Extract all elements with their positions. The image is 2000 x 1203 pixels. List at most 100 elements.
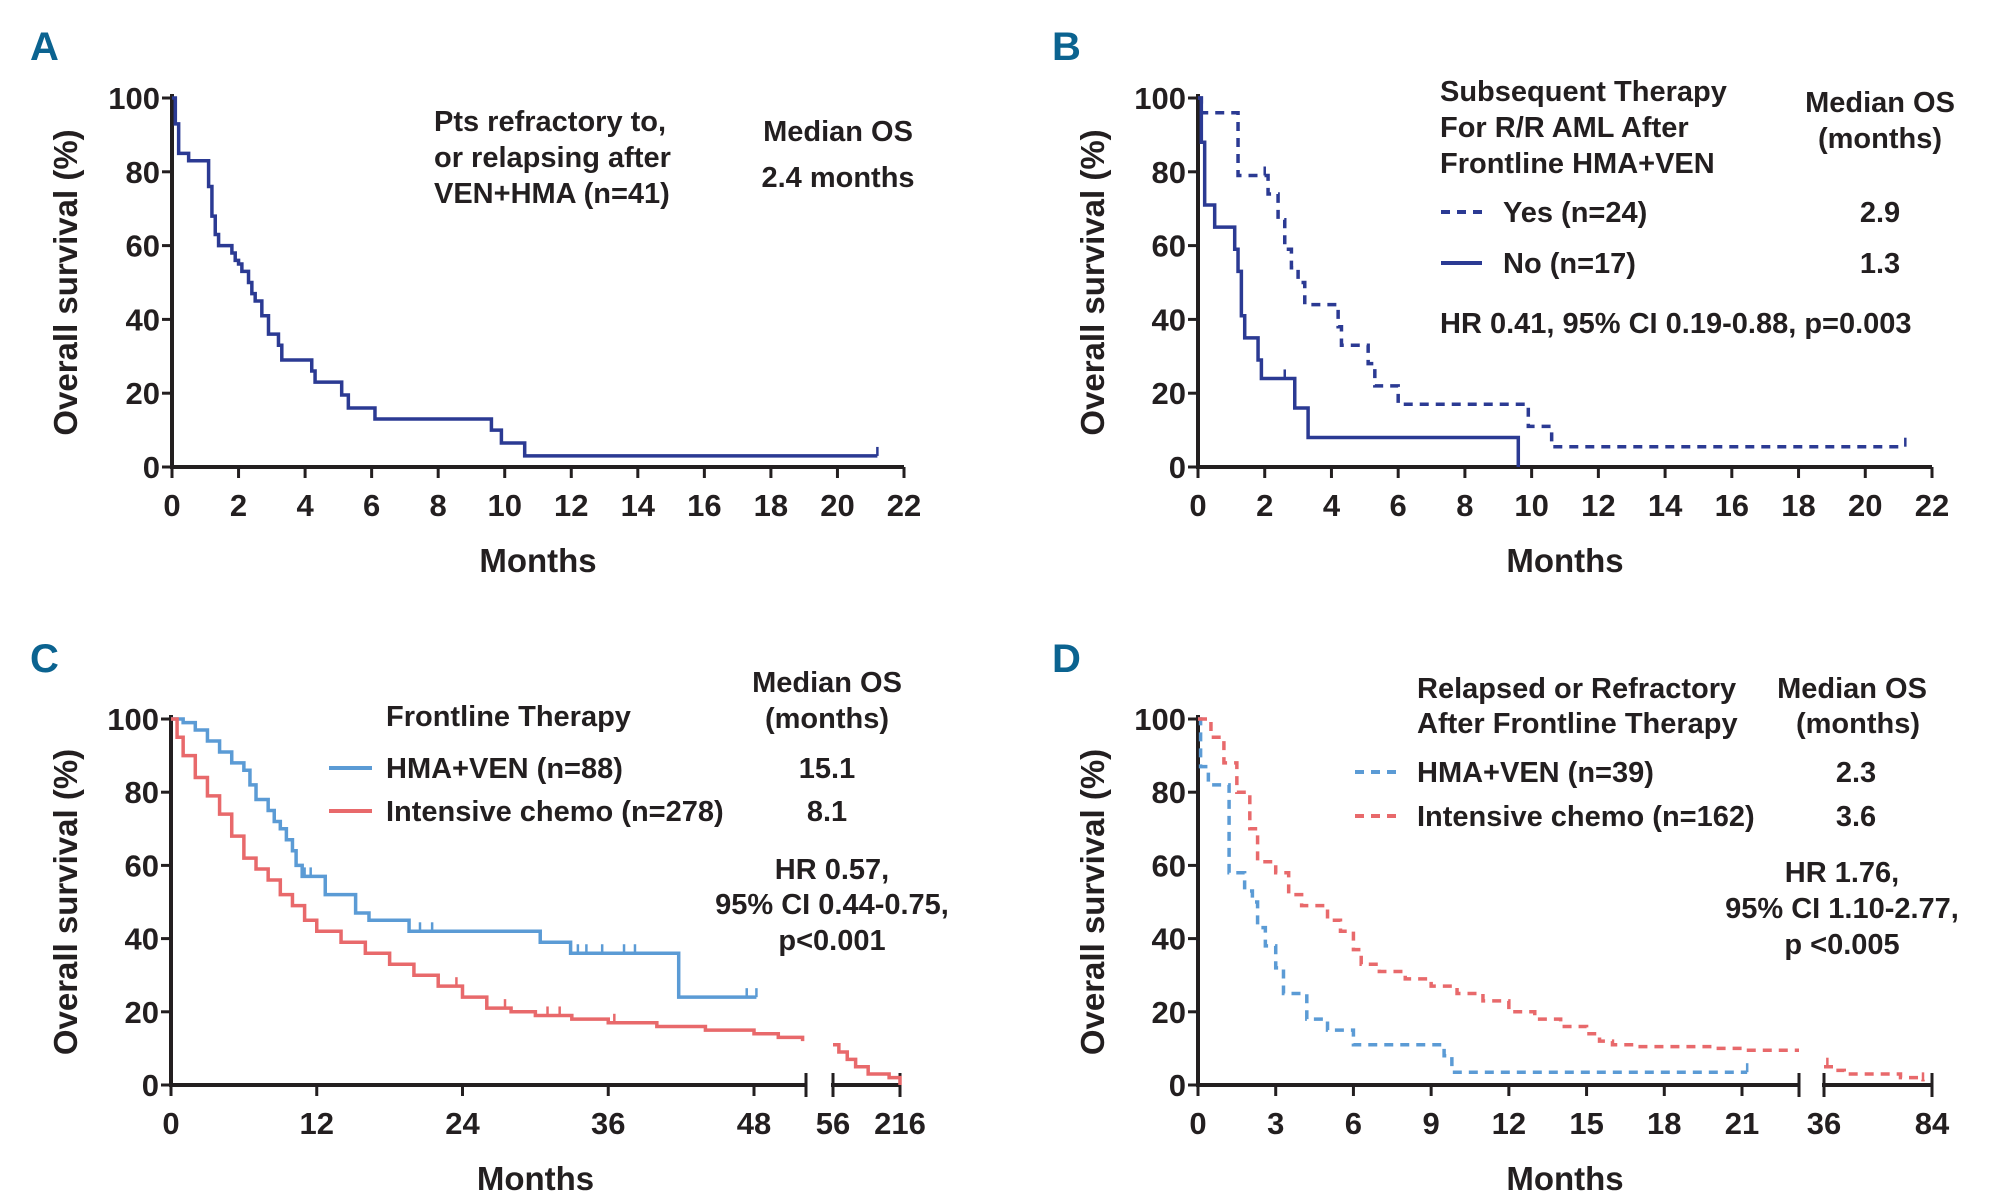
y-tick-label: 20 <box>1152 376 1186 411</box>
x-tick-label: 16 <box>1715 488 1749 523</box>
x-tick-label: 10 <box>487 488 521 523</box>
x-tick-label: 6 <box>1390 488 1407 523</box>
y-tick-label: 80 <box>126 155 160 190</box>
series-1 <box>1198 717 1749 1074</box>
stats-text: HR 0.41, 95% CI 0.19-0.88, p=0.003 <box>1440 308 1912 340</box>
series-2 <box>1198 96 1521 467</box>
x-tick-label: 12 <box>1581 488 1615 523</box>
median-value: 3.6 <box>1836 801 1876 833</box>
legend-label: HMA+VEN (n=39) <box>1417 757 1654 789</box>
median-header: (months) <box>765 703 889 735</box>
survival-curve <box>1198 96 1521 467</box>
y-tick-label: 60 <box>126 229 160 264</box>
median-header: Median OS <box>752 667 902 699</box>
panel-letter-c: C <box>30 637 59 681</box>
x-tick-label: 36 <box>591 1106 625 1141</box>
series-1 <box>171 717 758 999</box>
x-tick-label: 216 <box>874 1106 926 1141</box>
y-tick-label: 0 <box>142 1068 159 1103</box>
survival-curve <box>1198 717 1748 1074</box>
legend-label: HMA+VEN (n=88) <box>386 753 623 785</box>
x-tick-label: 0 <box>1189 1106 1206 1141</box>
x-tick-label: 20 <box>1848 488 1882 523</box>
legend-title-line: Frontline HMA+VEN <box>1440 148 1715 180</box>
y-tick-label: 100 <box>1134 702 1186 737</box>
x-tick-label: 2 <box>1256 488 1273 523</box>
x-tick-label: 48 <box>737 1106 771 1141</box>
y-axis-label: Overall survival (%) <box>1074 749 1111 1055</box>
survival-curve <box>171 717 805 1042</box>
stats-line: HR 0.57, <box>775 854 889 886</box>
x-tick-label: 18 <box>754 488 788 523</box>
survival-curve <box>1198 96 1906 449</box>
panel-b: 0 20 40 60 80 100 0 2 4 6 8 10 12 14 16 18 20 22 Months Ove… <box>1074 81 1949 579</box>
y-tick-label: 40 <box>126 302 160 337</box>
x-tick-label: 8 <box>430 488 447 523</box>
stats-line: 95% CI 0.44-0.75, <box>715 889 949 921</box>
y-tick-label: 100 <box>107 702 159 737</box>
series-1 <box>172 96 879 458</box>
x-tick-label: 6 <box>363 488 380 523</box>
y-axis-label: Overall survival (%) <box>1074 129 1111 435</box>
median-value: 2.9 <box>1860 197 1900 229</box>
panel-a-annotation: Pts refractory to, or relapsing after VE… <box>434 106 915 210</box>
median-header: Median OS <box>1777 673 1927 705</box>
median-value: 8.1 <box>807 796 847 828</box>
x-axis-label: Months <box>477 1160 594 1197</box>
median-header: (months) <box>1796 708 1920 740</box>
x-tick-label: 36 <box>1807 1106 1841 1141</box>
series-2 <box>1198 717 1925 1082</box>
y-tick-label: 80 <box>125 775 159 810</box>
median-value: 2.4 months <box>761 162 914 194</box>
x-tick-label: 12 <box>300 1106 334 1141</box>
x-tick-label: 20 <box>820 488 854 523</box>
panel-c: 0 20 40 60 80 100 0 12 24 36 48 56 216 Months Overall … <box>47 702 926 1197</box>
legend-title: Frontline Therapy <box>386 701 631 733</box>
median-header: (months) <box>1818 123 1942 155</box>
legend-label: Intensive chemo (n=162) <box>1417 801 1755 833</box>
survival-curve <box>1824 1064 1925 1082</box>
panel-c-legend: Median OS (months) Frontline Therapy HMA… <box>329 667 949 957</box>
y-tick-label: 80 <box>1152 155 1186 190</box>
y-axis-label: Overall survival (%) <box>47 129 84 435</box>
y-tick-label: 20 <box>125 995 159 1030</box>
x-tick-label: 0 <box>163 488 180 523</box>
panel-d-legend: Relapsed or Refractory After Frontline T… <box>1355 673 1959 961</box>
x-tick-label: 18 <box>1781 488 1815 523</box>
x-tick-label: 2 <box>230 488 247 523</box>
x-tick-label: 12 <box>1492 1106 1526 1141</box>
panel-letter-d: D <box>1052 637 1081 681</box>
x-tick-label: 0 <box>162 1106 179 1141</box>
legend-title-line: Relapsed or Refractory <box>1417 673 1736 705</box>
series-1 <box>1198 96 1907 449</box>
x-tick-label: 14 <box>1648 488 1683 523</box>
y-tick-label: 80 <box>1152 775 1186 810</box>
x-tick-label: 14 <box>621 488 656 523</box>
y-tick-label: 0 <box>143 450 160 485</box>
median-value: 1.3 <box>1860 248 1900 280</box>
y-tick-label: 40 <box>1152 302 1186 337</box>
legend-title-line: After Frontline Therapy <box>1417 708 1738 740</box>
survival-curve <box>172 96 878 458</box>
x-tick-label: 4 <box>296 488 314 523</box>
x-axis-label: Months <box>1506 542 1623 579</box>
x-tick-label: 4 <box>1323 488 1341 523</box>
panel-a: 0 20 40 60 80 100 0 2 4 6 8 10 12 14 16 18 20 22 Months Ove… <box>47 81 921 579</box>
x-tick-label: 18 <box>1647 1106 1681 1141</box>
y-tick-label: 100 <box>1134 81 1186 116</box>
median-header: Median OS <box>763 116 913 148</box>
y-axis-label: Overall survival (%) <box>47 749 84 1055</box>
legend-label: Yes (n=24) <box>1503 197 1647 229</box>
y-tick-label: 0 <box>1169 1068 1186 1103</box>
stats-line: p<0.001 <box>778 925 885 957</box>
y-tick-label: 60 <box>1152 229 1186 264</box>
y-tick-label: 40 <box>1152 922 1186 957</box>
y-tick-label: 60 <box>125 848 159 883</box>
panel-letter-b: B <box>1052 25 1081 69</box>
y-tick-label: 100 <box>108 81 160 116</box>
x-tick-label: 0 <box>1189 488 1206 523</box>
median-value: 15.1 <box>799 753 855 785</box>
y-tick-label: 60 <box>1152 848 1186 883</box>
panel-b-legend: Subsequent Therapy For R/R AML After Fro… <box>1440 76 1955 340</box>
